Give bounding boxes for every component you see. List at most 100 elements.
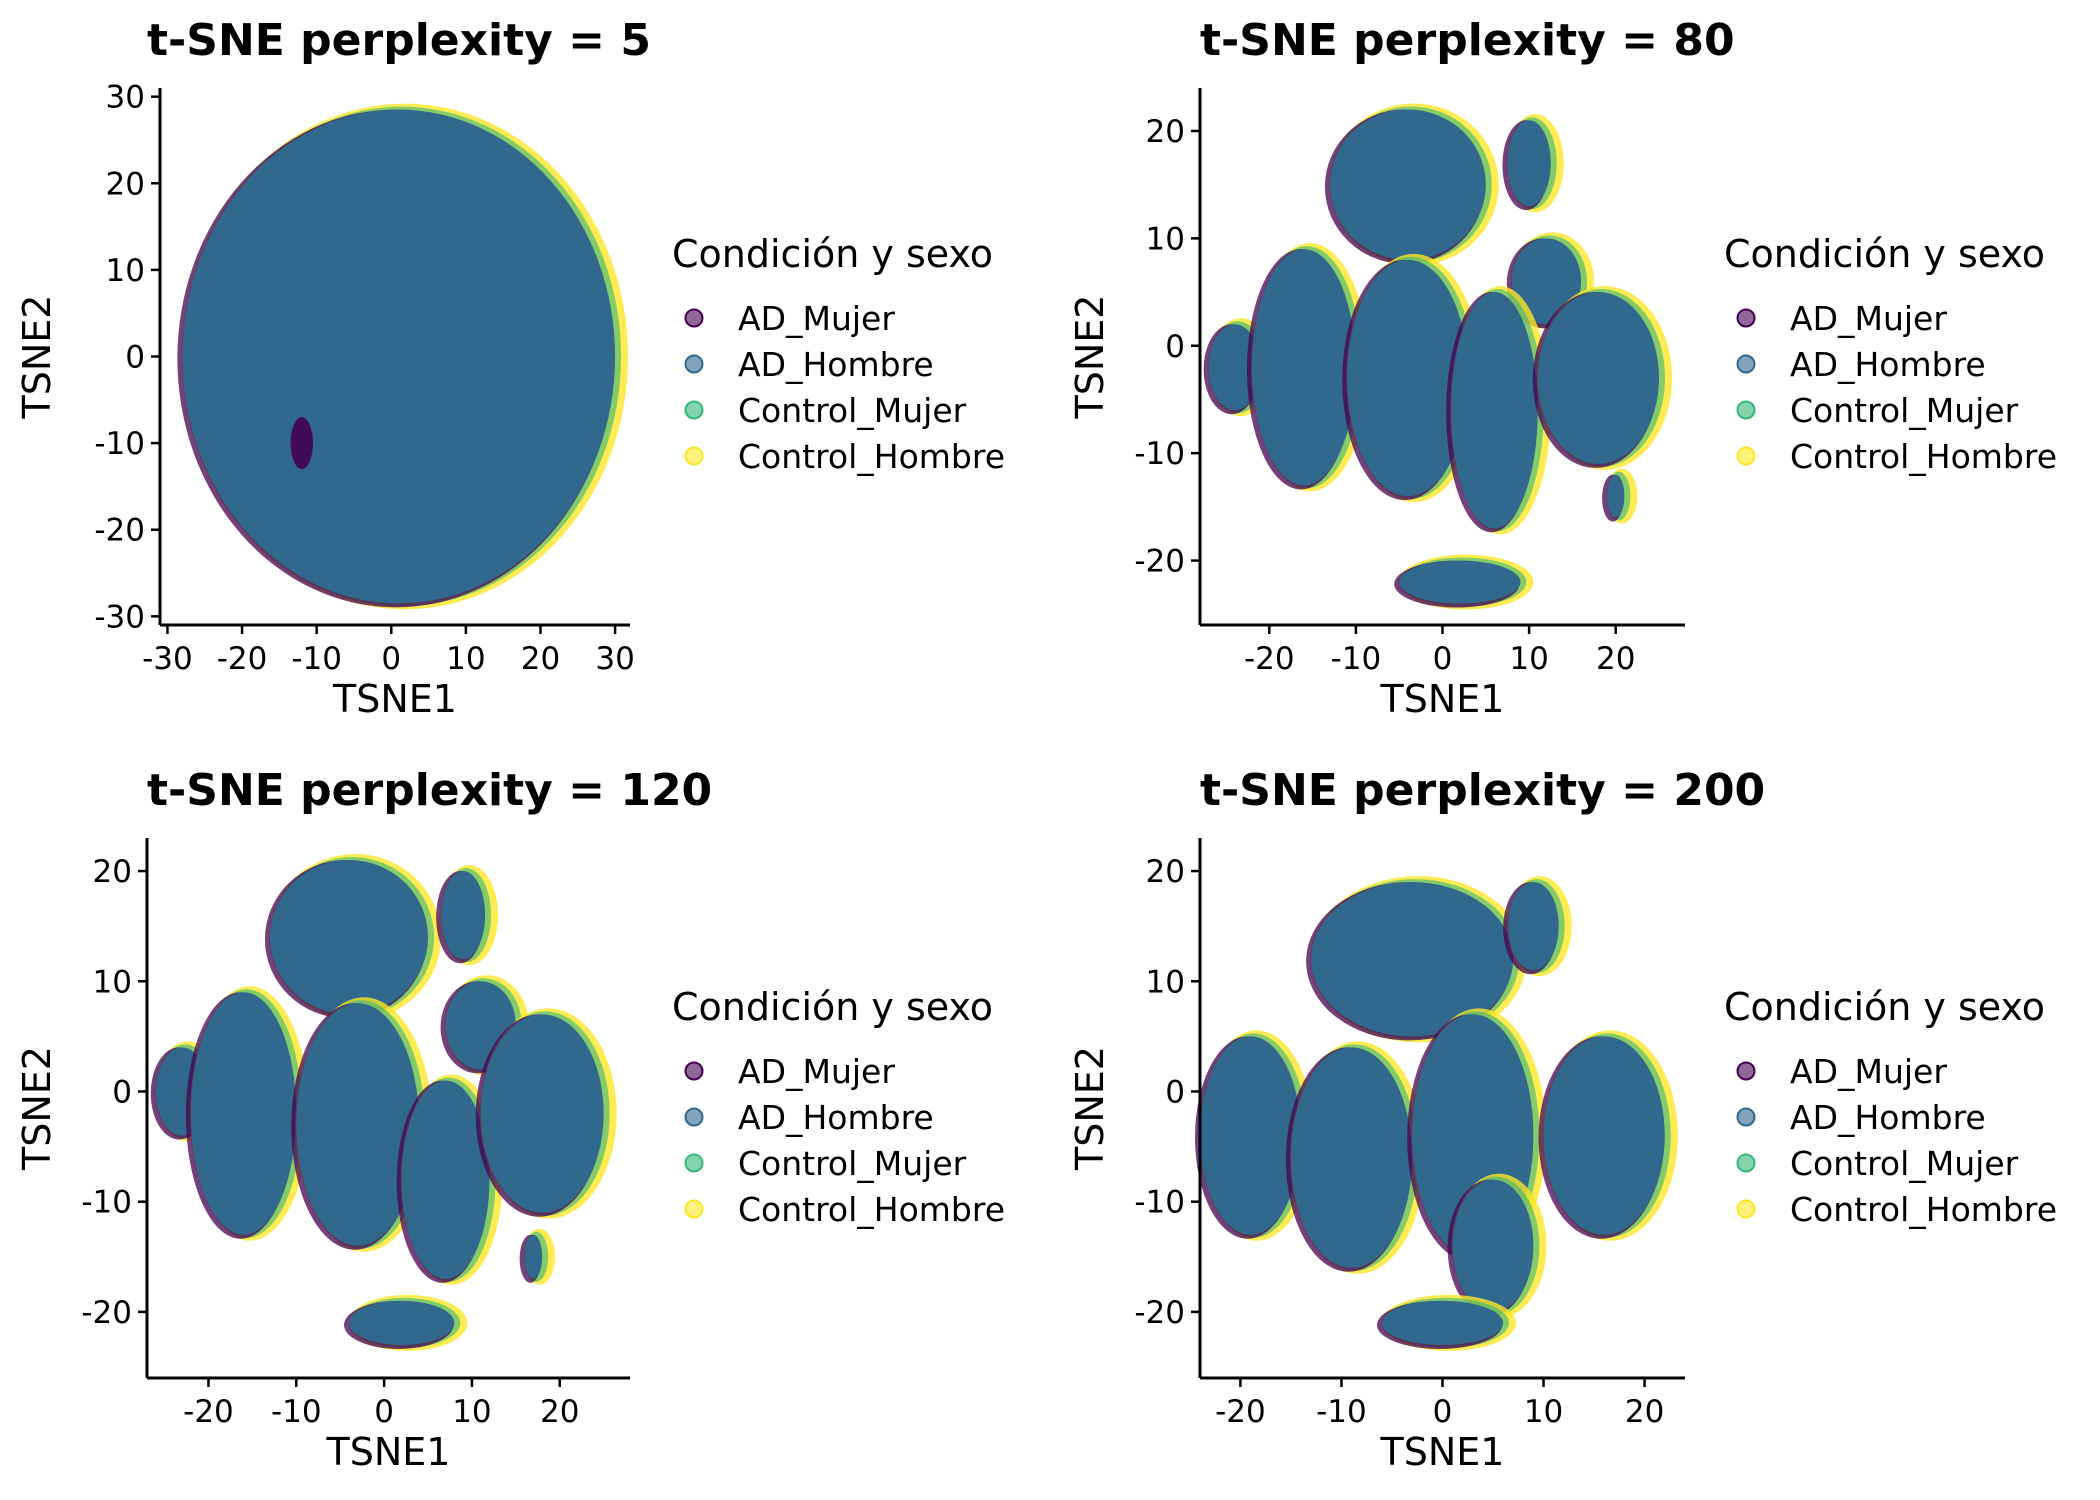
- legend-label-control-mujer: Control_Mujer: [738, 1144, 967, 1183]
- cluster-ad-hombre-2: [1507, 120, 1551, 207]
- y-tick-label: 30: [106, 80, 145, 116]
- legend-label-ad-hombre: AD_Hombre: [738, 345, 934, 384]
- cluster-ad-hombre-1: [1329, 109, 1486, 260]
- legend-swatch-ad-hombre: [1736, 1107, 1756, 1127]
- cluster-ad-hombre-1: [1311, 882, 1514, 1037]
- chart-title: t-SNE perplexity = 200: [1200, 765, 1765, 816]
- x-tick-label: 30: [595, 641, 634, 677]
- legend-swatch-control-mujer: [1736, 400, 1756, 420]
- y-tick-label: 0: [1165, 1074, 1185, 1110]
- legend-title: Condición y sexo: [672, 232, 993, 276]
- y-tick-label: 10: [1146, 221, 1185, 257]
- y-tick-label: -20: [1134, 544, 1185, 580]
- cluster-ad-hombre-8: [1537, 292, 1660, 464]
- cluster-ad-hombre-7: [1543, 1036, 1665, 1235]
- cluster-ad-hombre-2: [441, 871, 486, 960]
- x-tick-label: -20: [217, 641, 268, 677]
- legend-swatch-control-mujer: [684, 400, 704, 420]
- cluster-ad-hombre-9: [1607, 474, 1625, 518]
- chart-title: t-SNE perplexity = 120: [147, 765, 712, 816]
- cluster-ad-hombre-8: [1381, 1300, 1504, 1345]
- legend-label-ad-hombre: AD_Hombre: [738, 1098, 934, 1137]
- x-tick-label: -30: [142, 641, 193, 677]
- legend: Condición y sexo AD_Mujer AD_Hombre Control…: [1724, 985, 2057, 1229]
- legend-label-ad-hombre: AD_Hombre: [1790, 1098, 1986, 1137]
- chart-panel-2: t-SNE perplexity = 80 -20 -10 0 10 20 -20 -10 0 1…: [1068, 15, 2057, 721]
- x-tick-label: 10: [446, 641, 485, 677]
- y-tick-label: -20: [81, 1295, 132, 1331]
- legend-swatch-ad-mujer: [684, 1061, 704, 1081]
- y-tick-label: -10: [1134, 1185, 1185, 1221]
- x-tick-label: -10: [1331, 641, 1382, 677]
- point-clusters: [177, 103, 629, 610]
- cluster-ad-hombre-10: [348, 1300, 455, 1345]
- legend-swatch-ad-mujer: [684, 308, 704, 328]
- legend-swatch-ad-hombre: [684, 354, 704, 374]
- legend-label-control-hombre: Control_Hombre: [738, 437, 1005, 476]
- legend-title: Condición y sexo: [1724, 985, 2045, 1029]
- x-tick-label: -10: [291, 641, 342, 677]
- chart-panel-1: t-SNE perplexity = 5-30 -20 -10 0 10 20 30-30-…: [15, 15, 1005, 721]
- point-clusters: [1195, 876, 1678, 1351]
- point-clusters: [1203, 103, 1673, 610]
- legend-label-control-hombre: Control_Hombre: [1790, 437, 2057, 476]
- x-tick-label: 20: [540, 1394, 579, 1430]
- cluster-ad-hombre-5: [1251, 249, 1356, 486]
- legend-label-control-hombre: Control_Hombre: [1790, 1190, 2057, 1229]
- legend-swatch-control-hombre: [1736, 1199, 1756, 1219]
- legend-label-ad-mujer: AD_Mujer: [738, 299, 895, 338]
- y-tick-label: 0: [125, 340, 145, 376]
- legend-swatch-control-mujer: [684, 1153, 704, 1173]
- legend: Condición y sexo AD_Mujer AD_Hombre Control…: [672, 232, 1005, 476]
- x-tick-label: -20: [1244, 641, 1295, 677]
- legend-label-control-hombre: Control_Hombre: [738, 1190, 1005, 1229]
- y-tick-label: 20: [1146, 114, 1185, 150]
- y-tick-label: -20: [94, 513, 145, 549]
- y-tick-label: 20: [1146, 854, 1185, 890]
- point-clusters: [150, 854, 617, 1351]
- y-tick-label: -30: [94, 599, 145, 635]
- y-tick-label: -20: [1134, 1295, 1185, 1331]
- cluster-ad-hombre-10: [1399, 560, 1521, 604]
- legend-label-ad-hombre: AD_Hombre: [1790, 345, 1986, 384]
- legend-title: Condición y sexo: [1724, 232, 2045, 276]
- x-axis-title: TSNE1: [326, 1430, 451, 1474]
- x-tick-label: 0: [1433, 1394, 1453, 1430]
- y-tick-label: 20: [93, 854, 132, 890]
- legend-swatch-control-hombre: [1736, 446, 1756, 466]
- cluster-ad-hombre-5: [190, 992, 297, 1235]
- cluster-ad-hombre-8: [480, 1014, 604, 1213]
- x-tick-label: 10: [1509, 641, 1548, 677]
- legend-label-ad-mujer: AD_Mujer: [738, 1052, 895, 1091]
- cluster-ad-hombre-2: [1508, 882, 1559, 971]
- y-tick-label: -10: [81, 1185, 132, 1221]
- cluster-ad-hombre-6: [1452, 1179, 1534, 1312]
- cluster-ad-hombre-9: [524, 1234, 543, 1279]
- chart-title: t-SNE perplexity = 5: [147, 15, 651, 66]
- legend-swatch-control-hombre: [684, 446, 704, 466]
- x-tick-label: -10: [1316, 1394, 1367, 1430]
- legend-swatch-ad-mujer: [1736, 308, 1756, 328]
- x-tick-label: 0: [374, 1394, 394, 1430]
- legend-label-ad-mujer: AD_Mujer: [1790, 1052, 1947, 1091]
- legend-swatch-ad-mujer: [1736, 1061, 1756, 1081]
- y-tick-label: 20: [106, 166, 145, 202]
- y-tick-label: 0: [112, 1074, 132, 1110]
- legend-label-control-mujer: Control_Mujer: [1790, 391, 2019, 430]
- y-tick-label: 10: [93, 964, 132, 1000]
- x-axis-title: TSNE1: [1380, 1430, 1505, 1474]
- legend-swatch-ad-hombre: [684, 1107, 704, 1127]
- x-tick-label: -10: [271, 1394, 322, 1430]
- legend-swatch-control-mujer: [1736, 1153, 1756, 1173]
- y-tick-label: -10: [94, 426, 145, 462]
- cluster-ad-hombre-7: [1451, 292, 1538, 529]
- y-axis-title: TSNE2: [15, 1046, 59, 1171]
- minor-cluster-1: [290, 417, 313, 470]
- y-axis-title: TSNE2: [15, 295, 59, 420]
- x-tick-label: -20: [1215, 1394, 1266, 1430]
- cluster-ad-hombre-3: [1511, 238, 1582, 325]
- y-tick-label: 0: [1165, 329, 1185, 365]
- cluster-ad-hombre-7: [401, 1080, 490, 1279]
- x-tick-label: 20: [1596, 641, 1635, 677]
